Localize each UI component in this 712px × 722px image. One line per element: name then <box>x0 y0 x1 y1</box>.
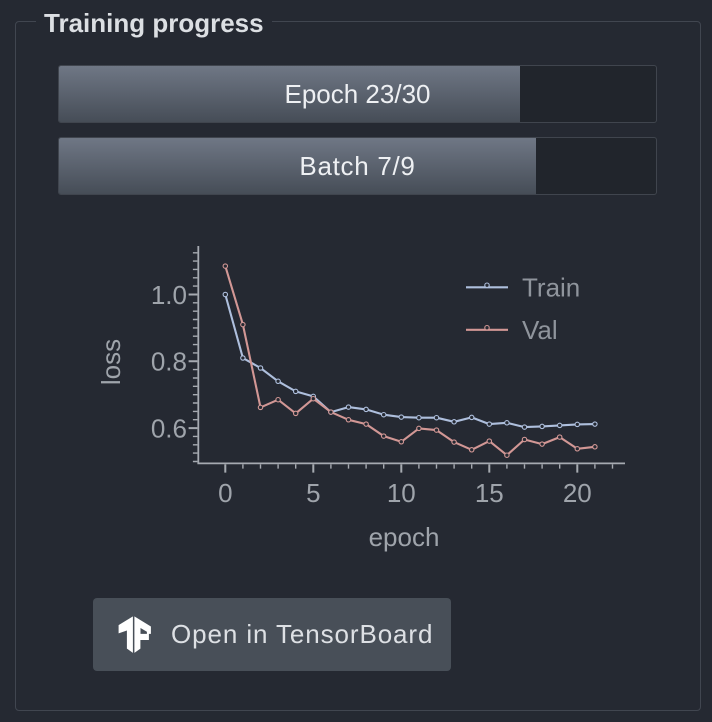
svg-text:epoch: epoch <box>369 522 440 552</box>
svg-text:5: 5 <box>306 478 320 508</box>
svg-text:20: 20 <box>563 478 592 508</box>
svg-text:15: 15 <box>475 478 504 508</box>
svg-text:0.8: 0.8 <box>151 347 187 377</box>
svg-text:10: 10 <box>387 478 416 508</box>
svg-text:1.0: 1.0 <box>151 280 187 310</box>
svg-text:0: 0 <box>218 478 232 508</box>
svg-text:Train: Train <box>522 273 580 303</box>
svg-text:loss: loss <box>96 339 126 385</box>
svg-text:Val: Val <box>522 315 558 345</box>
svg-text:0.6: 0.6 <box>151 413 187 443</box>
